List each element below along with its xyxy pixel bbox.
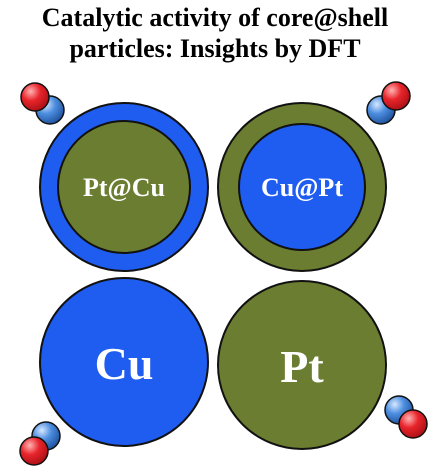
particle-label-pt: Pt xyxy=(280,341,324,392)
title-line-1: Catalytic activity of core@shell xyxy=(41,3,389,32)
particle-label-cu: Cu xyxy=(95,338,154,389)
pt-particle xyxy=(217,280,387,450)
diatomic-molecule-icon xyxy=(20,82,65,125)
diatomic-molecule-icon xyxy=(19,421,61,466)
molecule-atom-red xyxy=(19,436,49,466)
diatomic-molecule-icon xyxy=(384,395,428,439)
particle-cu-at-pt: Cu@Pt xyxy=(217,102,387,272)
particle-pt-at-cu: Pt@Cu xyxy=(39,102,209,272)
particle-label-cu-at-pt: Cu@Pt xyxy=(261,173,343,202)
cu-particle xyxy=(39,277,209,447)
molecule-atom-red xyxy=(381,81,411,111)
diatomic-molecule-icon xyxy=(366,81,411,125)
title-line-2: particles: Insights by DFT xyxy=(69,34,361,63)
molecule-atom-red xyxy=(20,82,50,112)
pt-core xyxy=(57,120,191,254)
particle-pt: Pt xyxy=(217,280,387,450)
molecule-atom-red xyxy=(398,409,428,439)
particle-label-pt-at-cu: Pt@Cu xyxy=(83,173,165,202)
figure-title: Catalytic activity of core@shell particl… xyxy=(0,2,430,64)
particle-cu: Cu xyxy=(39,277,209,447)
cu-core xyxy=(238,123,366,251)
